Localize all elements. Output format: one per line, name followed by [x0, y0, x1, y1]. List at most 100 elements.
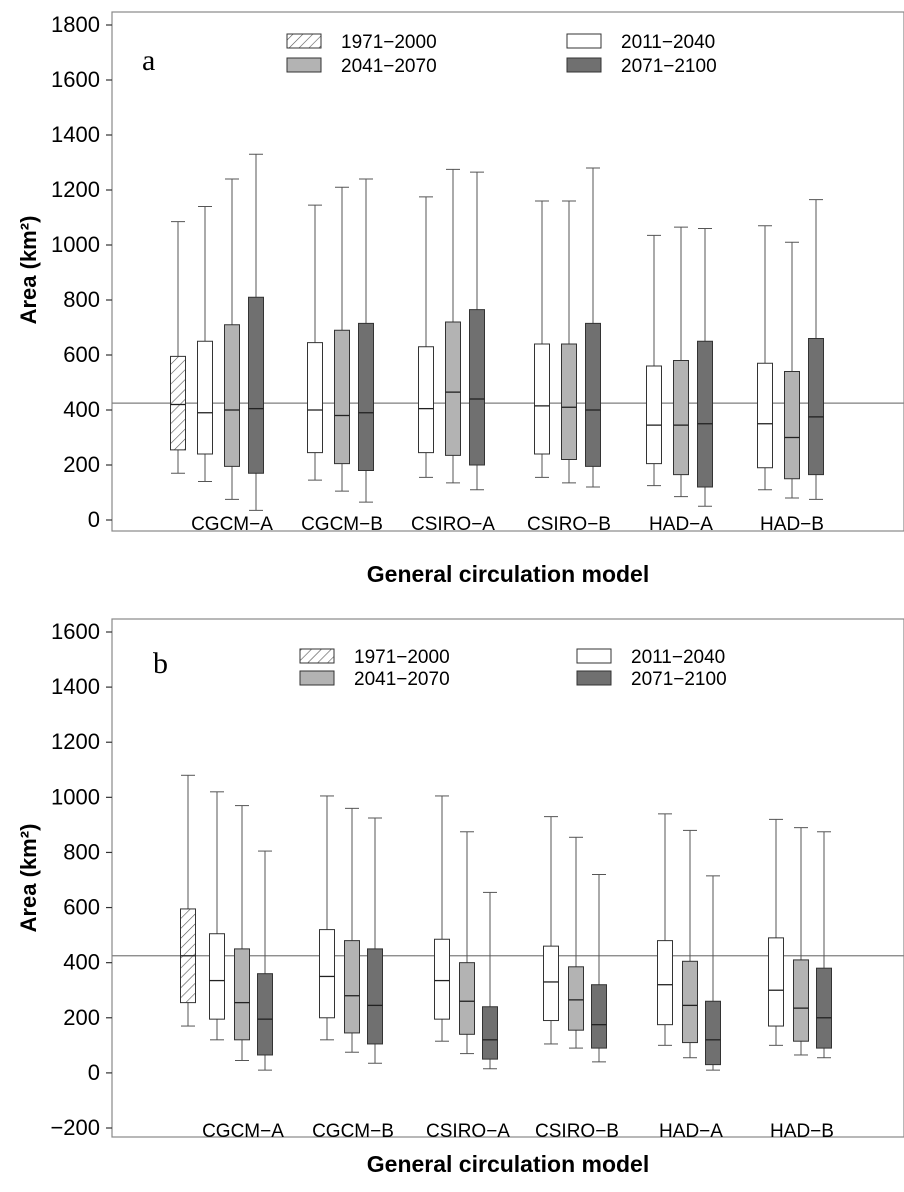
- y-axis: 0 200 400 600 800 1000 1200 1400 1600 1800: [51, 12, 112, 532]
- x-category-label: CSIRO−A: [411, 514, 495, 535]
- box-iqr: [248, 296, 264, 474]
- x-category-label: CGCM−B: [312, 1121, 394, 1142]
- box-iqr: [543, 945, 559, 1022]
- panel-a: 0 200 400 600 800 1000 1200 1400 1600 1800 Area (k…: [16, 11, 904, 587]
- y-tick-label: 1800: [51, 12, 100, 37]
- legend-swatch: [299, 648, 335, 664]
- y-tick-label: 800: [63, 287, 100, 312]
- box-iqr: [793, 959, 809, 1042]
- y-tick-label: 1200: [51, 177, 100, 202]
- box-iqr: [418, 346, 434, 454]
- plot-frame: [111, 11, 904, 532]
- group-csiro-b: CSIRO−B: [535, 816, 619, 1142]
- box-iqr: [434, 938, 450, 1020]
- legend-label: 2041−2070: [341, 56, 437, 77]
- box-baseline-1971-2000: [170, 221, 186, 474]
- group-cgcm-a: CGCM−A: [202, 791, 284, 1142]
- legend-swatch: [286, 33, 322, 49]
- box-iqr: [784, 371, 800, 480]
- box-had-a-2041-2070: [673, 226, 689, 498]
- legend-label: 2071−2100: [631, 669, 727, 690]
- x-category-label: HAD−B: [770, 1121, 834, 1142]
- y-tick-label: 600: [63, 895, 100, 920]
- panel-b: −200 0 200 400 600 800 1000 1200 1400 1600 Area (k…: [16, 618, 904, 1177]
- y-tick-label: 1200: [51, 729, 100, 754]
- box-iqr: [705, 1000, 721, 1066]
- legend-item: 2041−2070: [299, 669, 450, 690]
- x-category-label: CGCM−A: [191, 514, 273, 535]
- box-iqr: [673, 360, 689, 476]
- box-cgcm-b-2041-2070: [334, 186, 350, 492]
- legend-swatch: [286, 57, 322, 73]
- group-cgcm-b: CGCM−B: [301, 178, 383, 535]
- box-iqr: [816, 967, 832, 1049]
- box-iqr: [768, 937, 784, 1027]
- box-iqr: [534, 343, 550, 455]
- box-iqr: [209, 933, 225, 1020]
- box-csiro-b-2071-2100: [585, 167, 601, 488]
- box-iqr: [469, 309, 485, 466]
- legend-swatch: [299, 670, 335, 686]
- box-had-b-2011-2040: [757, 225, 773, 491]
- box-iqr: [307, 342, 323, 454]
- box-had-b-2041-2070: [784, 241, 800, 499]
- group-csiro-a: CSIRO−A: [426, 795, 510, 1142]
- box-cgcm-a-2041-2070: [224, 178, 240, 500]
- y-tick-label: 1600: [51, 619, 100, 644]
- group-had-a: HAD−A: [646, 226, 713, 535]
- box-cgcm-a-2071-2100: [248, 153, 264, 511]
- box-csiro-b-2011-2040: [534, 200, 550, 478]
- y-tick-label: 1000: [51, 232, 100, 257]
- box-iqr: [334, 329, 350, 465]
- plot-frame: [111, 618, 904, 1138]
- box-iqr: [697, 340, 713, 488]
- y-tick-label: 1400: [51, 122, 100, 147]
- box-iqr: [591, 984, 607, 1049]
- legend-label: 2011−2040: [621, 32, 715, 53]
- box-iqr: [657, 940, 673, 1026]
- box-iqr: [585, 322, 601, 467]
- group-had-a: HAD−A: [657, 813, 723, 1142]
- box-csiro-a-2071-2100: [482, 891, 498, 1070]
- legend-item: 2071−2100: [566, 56, 717, 77]
- y-axis-label: Area (km²): [16, 824, 41, 933]
- y-tick-label: −200: [50, 1115, 100, 1140]
- box-csiro-b-2041-2070: [561, 200, 577, 484]
- box-cgcm-a-2041-2070: [234, 805, 250, 1061]
- box-had-a-2011-2040: [657, 813, 673, 1046]
- box-iqr: [445, 321, 461, 456]
- box-csiro-b-2011-2040: [543, 816, 559, 1045]
- group-had-b: HAD−B: [757, 199, 824, 535]
- box-iqr: [358, 322, 374, 471]
- box-iqr: [646, 365, 662, 465]
- box-cgcm-a-2011-2040: [209, 791, 225, 1041]
- box-csiro-a-2041-2070: [459, 831, 475, 1055]
- x-category-label: CGCM−B: [301, 514, 383, 535]
- box-iqr: [319, 929, 335, 1019]
- y-tick-label: 1600: [51, 67, 100, 92]
- legend-item: 1971−2000: [286, 32, 437, 53]
- legend-swatch: [576, 648, 612, 664]
- box-iqr: [459, 962, 475, 1035]
- box-had-a-2041-2070: [682, 829, 698, 1059]
- box-iqr: [170, 355, 186, 451]
- y-tick-label: 600: [63, 342, 100, 367]
- box-csiro-a-2071-2100: [469, 171, 485, 491]
- y-tick-label: 800: [63, 839, 100, 864]
- panel-label: a: [142, 44, 155, 77]
- legend-item: 2041−2070: [286, 56, 437, 77]
- box-cgcm-a-2011-2040: [197, 206, 213, 482]
- x-category-label: HAD−A: [659, 1121, 723, 1142]
- y-tick-label: 0: [88, 1060, 100, 1085]
- legend-swatch: [566, 57, 602, 73]
- legend-item: 2011−2040: [566, 32, 715, 53]
- y-tick-label: 200: [63, 1005, 100, 1030]
- x-category-label: HAD−B: [760, 514, 824, 535]
- box-had-a-2071-2100: [697, 228, 713, 507]
- box-iqr: [682, 960, 698, 1044]
- x-axis-label: General circulation model: [367, 561, 649, 587]
- y-axis-label: Area (km²): [16, 216, 41, 325]
- box-cgcm-b-2071-2100: [358, 178, 374, 503]
- legend-item: 2011−2040: [576, 647, 725, 668]
